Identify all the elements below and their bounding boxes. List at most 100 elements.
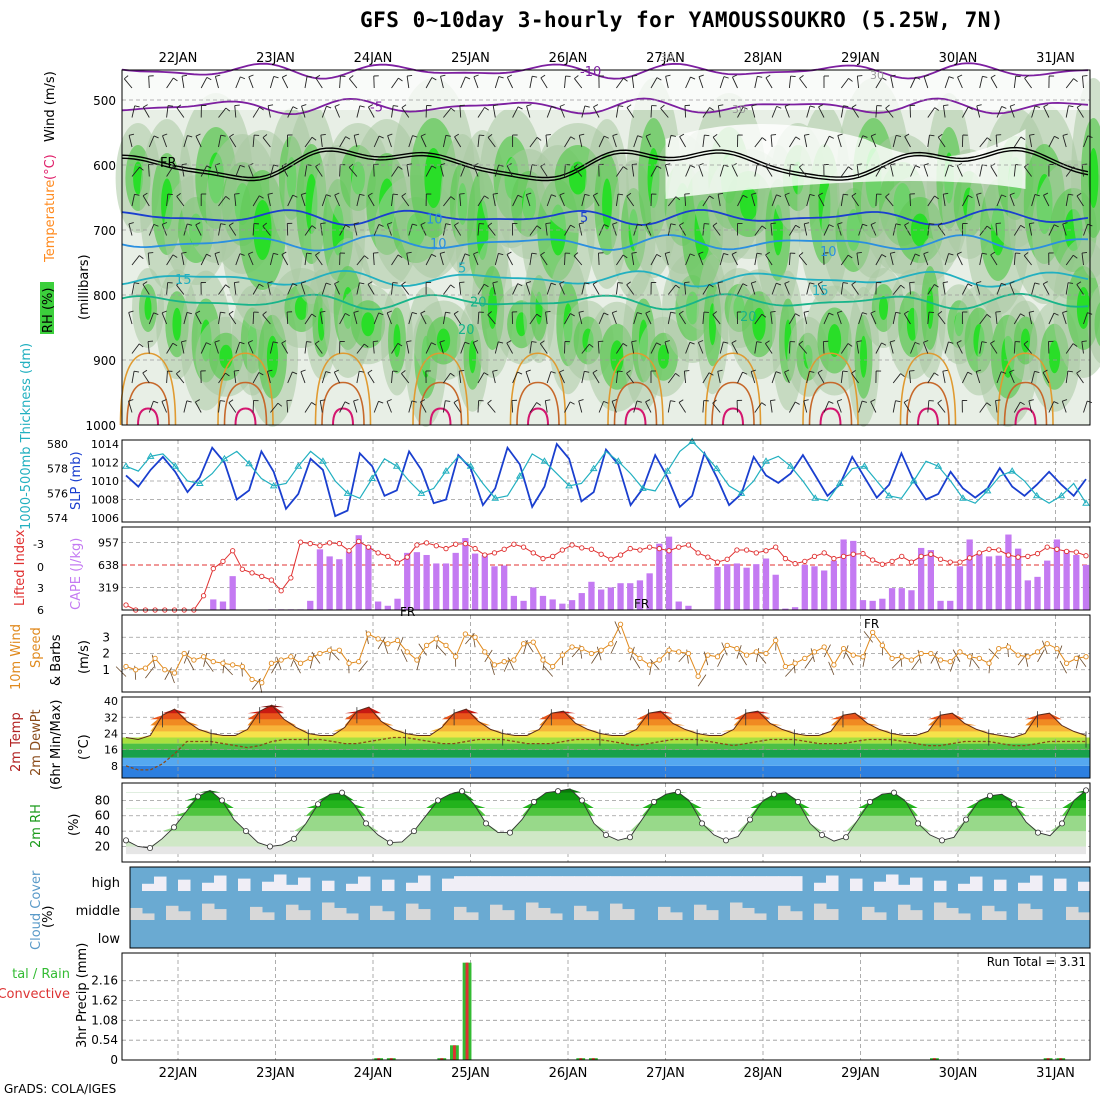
wind-barb [559, 283, 565, 295]
wind-barb [803, 399, 809, 402]
wind-barb [142, 369, 148, 374]
thickness-tick: 578 [47, 463, 68, 476]
wind-barb [937, 311, 943, 315]
wind-barb [995, 312, 998, 325]
wind-barb [1073, 166, 1078, 171]
rh-point [867, 798, 874, 805]
run-total-label: Run Total = 3.31 [987, 955, 1086, 969]
wind-barb [904, 133, 910, 137]
wind10-point [288, 654, 294, 660]
wind-barb [617, 282, 623, 284]
wind-barb [836, 312, 842, 325]
wind-barb [1013, 341, 1016, 354]
thickness-point [146, 452, 155, 459]
cape-bar [345, 551, 353, 610]
wind-barb [667, 312, 672, 325]
thickness-point [786, 462, 795, 469]
wind-barb [267, 282, 271, 295]
wind10-barb [276, 656, 282, 671]
wind-barb [1024, 166, 1032, 177]
wind10-point [1054, 645, 1060, 652]
wind-barb [937, 222, 943, 227]
wind-barb [148, 135, 155, 148]
wind-barb [1013, 164, 1017, 177]
wind-barb [218, 135, 222, 148]
rh-point [795, 798, 802, 805]
wind-barb [273, 76, 279, 79]
wind-barb [292, 283, 298, 286]
slp-tick: 1012 [91, 457, 119, 470]
wind-barb [304, 76, 308, 89]
wind10-barb [183, 650, 190, 664]
lifted-index-point [375, 550, 381, 556]
wind-barb [798, 255, 808, 266]
wind10-point [695, 673, 701, 679]
wind-barb [314, 343, 323, 354]
cloud-bar [658, 876, 671, 891]
wind-barb [636, 400, 642, 403]
wind-barb [732, 74, 738, 78]
wind-barb [616, 343, 624, 354]
wind-barb [851, 373, 859, 384]
cape-bar [772, 574, 779, 610]
wind-barb [353, 310, 359, 313]
wind-barb [900, 284, 905, 289]
wind-barb [875, 342, 882, 354]
cape-bar [675, 601, 682, 610]
wind-barb [962, 195, 969, 207]
lifted-index-point [782, 555, 789, 562]
wind10-point [171, 670, 178, 676]
wind-barb [529, 137, 538, 148]
wind-barb [742, 283, 748, 287]
wind-barb [459, 281, 465, 284]
wind-barb [181, 340, 187, 343]
wind-barb [464, 341, 470, 345]
wind-barb [252, 223, 255, 236]
wind-barb [761, 313, 767, 318]
thickness-point [442, 467, 450, 474]
wind-barb [287, 106, 294, 118]
wind-barb [934, 107, 940, 111]
wind-barb [990, 251, 996, 256]
wind-barb [685, 253, 691, 266]
slp-tick: 1010 [91, 475, 119, 488]
wind-barb [731, 165, 738, 177]
wind-barb [927, 372, 935, 384]
rh-shade [657, 344, 670, 369]
cape-bar [481, 554, 488, 610]
cape-bar [627, 583, 634, 610]
wind-barb [334, 283, 341, 295]
isotherm-bl [217, 352, 274, 426]
wind-barb [944, 76, 950, 89]
wind10-point [899, 654, 905, 660]
wind-barb [267, 192, 273, 195]
lifted-index-point [763, 548, 769, 554]
wind-barb [315, 254, 323, 266]
precip-convective-bar [579, 1058, 583, 1060]
wind10-barb [484, 649, 493, 663]
wind-barb [442, 400, 446, 413]
cloud-bar [370, 905, 383, 920]
rh-point [266, 843, 273, 850]
wind-barb [234, 105, 237, 118]
slp-tick: 1006 [91, 512, 119, 525]
wind-barb [373, 164, 375, 177]
wind10-point [957, 649, 963, 655]
cape-bar [452, 552, 459, 610]
rh-point [362, 820, 369, 827]
wind-barb [804, 222, 810, 225]
wind-barb [176, 193, 181, 197]
wind-barb [406, 253, 410, 266]
wind-barb [890, 251, 896, 254]
wind10-point [346, 660, 352, 666]
lifted-index-point [346, 548, 352, 554]
wind-barb [956, 254, 963, 266]
rh-point [891, 789, 898, 796]
wind-barb [1053, 401, 1059, 404]
wind-barb [665, 74, 671, 77]
wind-barb [440, 76, 444, 89]
wind-barb [967, 371, 973, 375]
wind-barb [667, 373, 676, 384]
wind-barb [1024, 74, 1029, 79]
cape-bar [646, 573, 653, 610]
